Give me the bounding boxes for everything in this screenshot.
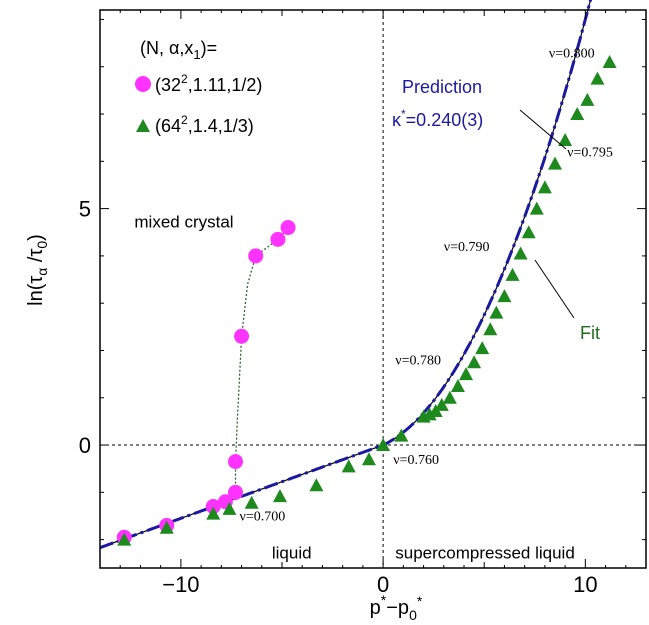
circle-point <box>270 231 286 247</box>
region-annotation: liquid <box>272 544 312 563</box>
triangle-point <box>467 355 482 369</box>
legend-entry-1: (322,1.11,1/2) <box>155 72 262 95</box>
reference-lines <box>100 10 646 568</box>
triangle-point <box>434 397 449 411</box>
legend-marker-circle <box>135 76 151 92</box>
circle-point <box>227 454 243 470</box>
triangle-point <box>309 478 324 492</box>
triangle-point <box>117 532 132 546</box>
triangle-point <box>376 438 391 452</box>
triangle-point <box>505 267 520 281</box>
x-tick-label: 10 <box>573 572 597 597</box>
data-points <box>116 55 617 546</box>
triangle-point <box>521 225 536 239</box>
triangle-point <box>459 367 474 381</box>
triangle-point <box>537 180 552 194</box>
triangle-point <box>590 71 605 85</box>
legend-marker-triangle <box>136 119 150 132</box>
nu-annotation: ν=0.800 <box>549 46 595 61</box>
x-tick-label: −10 <box>162 572 199 597</box>
triangle-point <box>602 55 617 69</box>
circle-point <box>248 248 264 264</box>
triangle-point <box>529 201 544 215</box>
nu-annotation: ν=0.790 <box>444 240 490 255</box>
triangle-point <box>341 459 356 473</box>
ticks: −10 0 10 0 5 <box>79 10 647 597</box>
region-annotation: mixed crystal <box>134 213 233 232</box>
triangle-point <box>442 390 457 404</box>
triangle-point <box>475 341 490 355</box>
prediction-line2: κ*=0.240(3) <box>392 107 483 130</box>
x-axis-label: p*−p0* <box>370 592 423 623</box>
prediction-line1: Prediction <box>402 77 482 97</box>
triangle-point <box>580 92 595 106</box>
triangle-point <box>361 452 376 466</box>
plot-border <box>99 9 647 569</box>
triangle-point <box>222 501 237 515</box>
triangle-point <box>244 495 259 509</box>
legend-entry-2: (642,1.4,1/3) <box>155 113 254 136</box>
triangle-point <box>483 322 498 336</box>
triangle-point <box>422 407 437 421</box>
triangle-point <box>558 133 573 147</box>
circle-point <box>280 220 296 236</box>
triangle-point <box>206 506 221 520</box>
y-axis-label: ln(τα /τ0) <box>25 234 50 306</box>
prediction-curve <box>99 0 593 550</box>
annotations: ν=0.800 ν=0.795 ν=0.790 ν=0.780 ν=0.760 ν=0.7… <box>134 46 612 562</box>
circle-point <box>205 499 221 515</box>
triangle-point <box>497 289 512 303</box>
nu-annotation: ν=0.760 <box>393 453 439 468</box>
circle-point <box>234 328 250 344</box>
prediction-label: Prediction κ*=0.240(3) <box>392 77 567 150</box>
triangle-point <box>394 428 409 442</box>
guide-curve <box>234 227 289 488</box>
triangle-point <box>489 305 504 319</box>
legend: (N, α,x1)= (322,1.11,1/2) (642,1.4,1/3) <box>135 38 262 136</box>
triangle-point <box>513 246 528 260</box>
nu-annotation: ν=0.795 <box>567 146 613 161</box>
y-tick-label: 5 <box>79 197 91 222</box>
legend-title: (N, α,x1)= <box>140 38 217 62</box>
nu-annotation: ν=0.780 <box>395 354 441 369</box>
circle-point <box>227 484 243 500</box>
prediction-pointer <box>519 109 567 150</box>
fit-text: Fit <box>580 323 600 343</box>
fit-pointer <box>534 259 575 319</box>
triangle-point <box>159 520 174 534</box>
plot-frame <box>99 9 647 569</box>
fit-label: Fit <box>534 259 600 343</box>
nu-annotation: ν=0.700 <box>240 510 286 525</box>
region-annotation: supercompressed liquid <box>395 544 575 563</box>
y-tick-label: 0 <box>79 433 91 458</box>
triangle-point <box>548 156 562 170</box>
triangle-point <box>450 378 465 392</box>
x-tick-label: 0 <box>377 572 389 597</box>
triangle-point <box>272 489 287 503</box>
triangle-point <box>570 107 585 121</box>
